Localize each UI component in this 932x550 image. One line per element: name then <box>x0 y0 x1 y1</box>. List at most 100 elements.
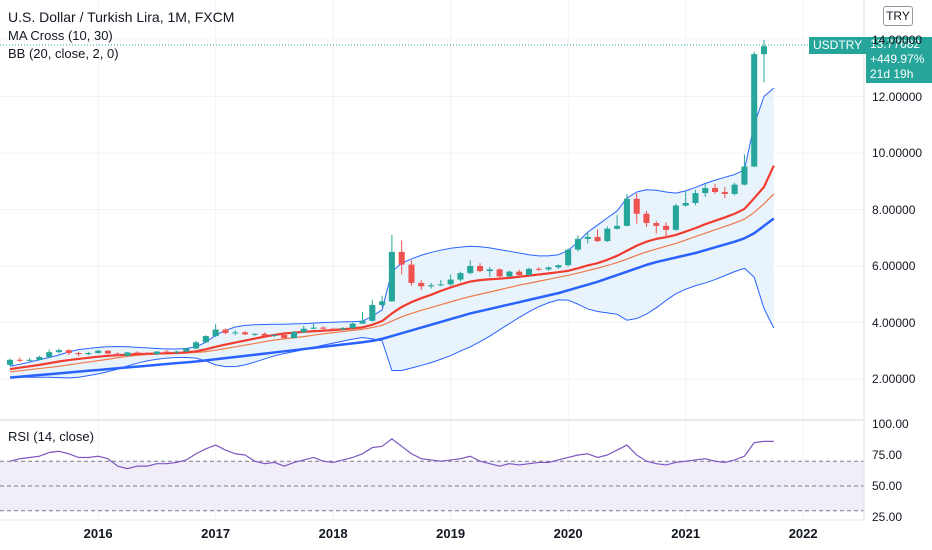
candle <box>183 347 190 353</box>
candle <box>418 280 425 291</box>
candle-body <box>55 350 62 353</box>
candle <box>46 349 53 358</box>
candle-body <box>418 282 425 287</box>
candle-body <box>193 342 200 349</box>
candle-body <box>310 327 317 329</box>
candle <box>516 269 523 277</box>
time-tick-label: 2022 <box>788 526 818 541</box>
candle-body <box>388 251 395 302</box>
candle-body <box>574 238 581 250</box>
candle-body <box>290 332 298 339</box>
candle-body <box>261 333 268 336</box>
rsi-tick-label: 100.00 <box>872 417 909 431</box>
candle-body <box>516 271 523 276</box>
candle <box>525 267 533 276</box>
candle <box>731 182 738 196</box>
candle <box>751 51 758 168</box>
candle-body <box>721 191 728 194</box>
candle-body <box>163 351 170 353</box>
candle-body <box>26 359 33 361</box>
candle <box>614 215 621 230</box>
candle-body <box>281 334 288 339</box>
rsi-tick-label: 50.00 <box>872 479 903 493</box>
candle <box>457 271 464 282</box>
candle-body <box>604 228 611 242</box>
candle <box>672 203 679 231</box>
candle <box>193 340 200 350</box>
price-tick-label: 14.00000 <box>872 33 923 47</box>
candle <box>85 351 92 356</box>
candle-body <box>447 279 454 285</box>
candle-body <box>75 353 82 355</box>
candle-body <box>653 223 660 226</box>
candle <box>408 260 415 286</box>
candle-body <box>124 352 131 356</box>
candle <box>428 282 435 289</box>
candle <box>232 330 239 336</box>
candle <box>663 222 670 238</box>
candle <box>379 295 386 307</box>
candle-body <box>663 225 670 230</box>
candle-body <box>702 188 709 194</box>
candle <box>281 333 288 340</box>
candle-body <box>565 249 572 266</box>
candle-body <box>222 329 229 333</box>
candle <box>623 193 630 227</box>
candle-body <box>379 301 386 305</box>
candles <box>6 40 768 367</box>
candle <box>212 324 219 338</box>
candle-body <box>173 351 180 353</box>
candle-body <box>712 188 719 192</box>
candle-body <box>496 269 503 277</box>
candle <box>565 248 572 267</box>
candle-body <box>437 284 444 286</box>
candle <box>692 189 699 206</box>
ma-cross-legend[interactable]: MA Cross (10, 30) <box>8 28 113 43</box>
price-tick-label: 4.00000 <box>872 315 916 330</box>
bollinger-fill <box>10 88 774 378</box>
bollinger-basis-line <box>9 193 775 373</box>
chart-title[interactable]: U.S. Dollar / Turkish Lira, 1M, FXCM <box>8 9 235 25</box>
candle-body <box>398 251 405 265</box>
rsi-legend[interactable]: RSI (14, close) <box>8 429 94 444</box>
candle-body <box>320 327 327 329</box>
candle <box>6 358 14 367</box>
bollinger-legend[interactable]: BB (20, close, 2, 0) <box>8 46 119 61</box>
candle <box>398 240 405 275</box>
candle <box>251 333 258 337</box>
time-tick-label: 2018 <box>318 526 348 541</box>
candle-body <box>153 351 160 355</box>
candle <box>349 322 356 329</box>
candle <box>163 350 170 354</box>
bollinger-band-fill <box>10 88 774 378</box>
candle <box>486 267 493 277</box>
candle <box>555 264 562 269</box>
candle-body <box>330 328 337 330</box>
candle-body <box>36 356 43 360</box>
candle <box>290 330 298 339</box>
time-tick-label: 2019 <box>436 526 466 541</box>
candle <box>36 355 43 361</box>
time-tick-label: 2020 <box>553 526 583 541</box>
candle <box>271 334 278 338</box>
candle <box>545 266 552 272</box>
bollinger-lower-line <box>9 267 775 379</box>
candle-body <box>751 54 758 167</box>
candle-body <box>369 304 376 321</box>
candle-body <box>183 348 190 352</box>
candle-body <box>251 333 258 335</box>
candle-body <box>428 285 435 287</box>
candle-body <box>741 166 748 185</box>
candle <box>144 352 151 356</box>
candle-body <box>584 236 591 239</box>
currency-button[interactable]: TRY <box>883 6 913 26</box>
rsi-pane <box>0 438 864 512</box>
candle-body <box>46 352 53 357</box>
candle <box>75 351 82 357</box>
candle <box>594 229 601 242</box>
candle <box>653 220 660 234</box>
candle <box>388 234 395 302</box>
candle-body <box>535 268 542 270</box>
candle-body <box>339 328 346 330</box>
